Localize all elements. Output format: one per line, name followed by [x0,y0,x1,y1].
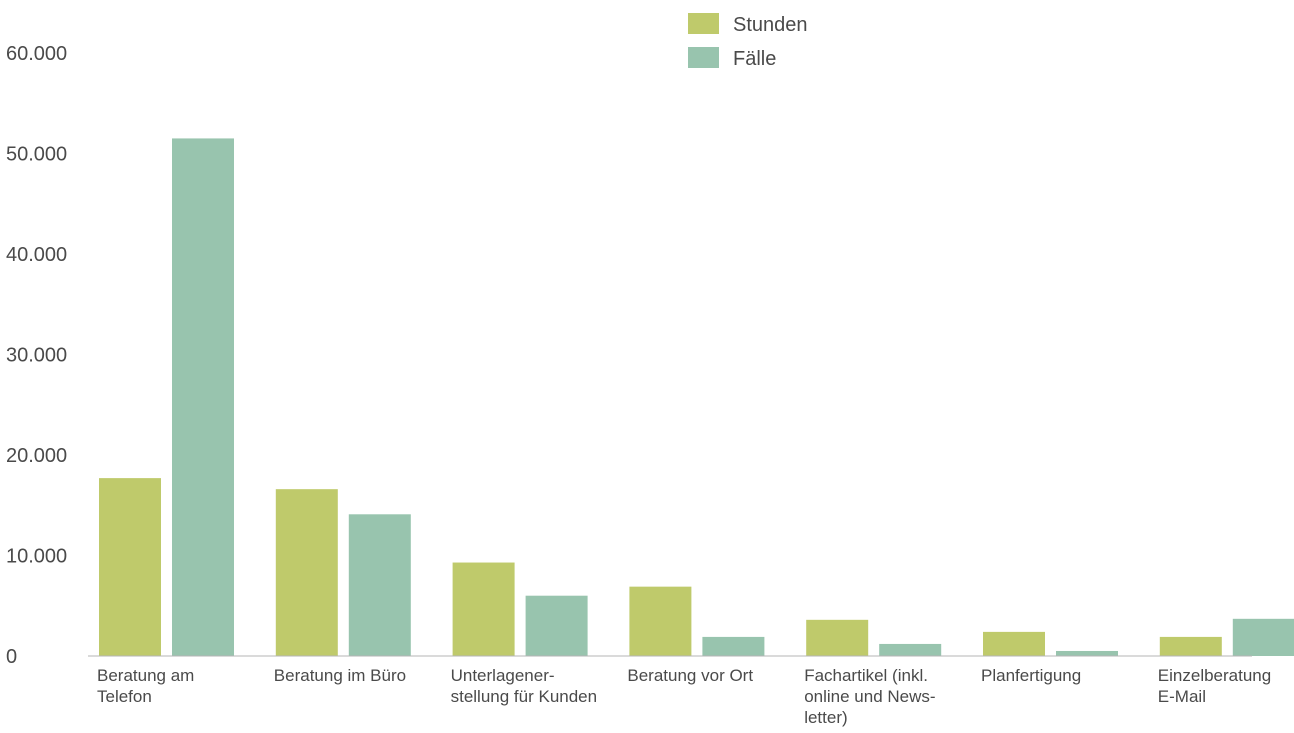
x-category-label: Einzelberatung E-Mail [1158,666,1271,706]
x-category-label-line: Unterlagener- [451,666,555,685]
x-category-label-line: Fachartikel (inkl. [804,666,928,685]
bar-faelle [702,636,765,656]
y-tick-label: 40.000 [6,244,67,266]
bar-stunden [452,562,515,656]
bar-stunden [99,478,161,656]
legend-swatch-stunden [688,13,719,34]
y-axis-ticks: 0 10.000 20.000 30.000 40.000 50.000 60.000 [6,43,67,668]
x-category-label-line: Beratung im Büro [274,666,406,685]
x-category-label-line: Beratung am [97,666,194,685]
y-tick-label: 0 [6,646,17,668]
x-category-label-line: letter) [804,708,847,727]
gridlines [88,52,1252,556]
x-category-label: Unterlagener-stellung für Kunden [451,666,597,706]
y-tick-label: 50.000 [6,144,67,166]
legend: Stunden Fälle [688,13,808,70]
x-category-label-line: Planfertigung [981,666,1081,685]
x-category-label: Fachartikel (inkl. online und News-letter… [804,666,935,727]
x-category-label: Beratung am Telefon [97,666,194,706]
bar-stunden [806,619,869,656]
legend-swatch-faelle [688,47,719,68]
bar-faelle [348,514,411,656]
x-category-label: Planfertigung [981,666,1081,685]
legend-label-stunden: Stunden [733,14,808,36]
y-tick-label: 20.000 [6,445,67,467]
bar-stunden [275,489,338,656]
x-category-label-line: Telefon [97,687,152,706]
x-category-label-line: Einzelberatung [1158,666,1271,685]
bar-stunden [1159,636,1222,656]
bar-stunden [629,586,692,656]
x-category-label: Beratung vor Ort [627,666,753,685]
legend-label-faelle: Fälle [733,48,776,70]
x-axis-category-labels: Beratung am Telefon Beratung im Büro Unterl… [97,666,1271,727]
bar-faelle [525,595,588,656]
bars [99,138,1294,657]
bar-faelle [172,138,234,657]
x-category-label-line: E-Mail [1158,687,1206,706]
bar-faelle [1056,650,1118,656]
bar-faelle [879,643,942,656]
x-category-label-line: stellung für Kunden [451,687,597,706]
y-tick-label: 10.000 [6,546,67,568]
y-tick-label: 60.000 [6,43,67,65]
x-category-label: Beratung im Büro [274,666,406,685]
x-category-label-line: online und News- [804,687,935,706]
x-category-label-line: Beratung vor Ort [627,666,753,685]
bar-stunden [983,631,1045,656]
bar-faelle [1232,618,1294,656]
y-tick-label: 30.000 [6,345,67,367]
